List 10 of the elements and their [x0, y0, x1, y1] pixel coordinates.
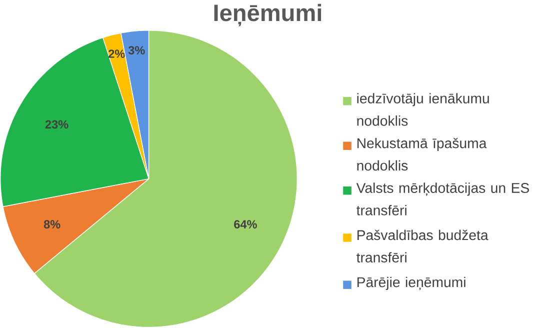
data-label: 64% — [234, 220, 257, 229]
data-label: 23% — [45, 120, 68, 129]
data-label: 3% — [128, 46, 145, 55]
legend-label: iedzīvotāju ienākumu nodoklis — [357, 93, 489, 126]
chart-title: Ieņēmumi — [214, 4, 322, 26]
legend-label: Valsts mērķdotācijas un ES transfēri — [356, 182, 529, 216]
legend-label: Pārējie ieņēmumi — [357, 277, 466, 290]
data-label: 8% — [44, 220, 60, 229]
legend-label: Pašvaldības budžeta transfēri — [356, 230, 488, 263]
legend-label: Nekustamā īpašuma nodoklis — [357, 138, 487, 171]
